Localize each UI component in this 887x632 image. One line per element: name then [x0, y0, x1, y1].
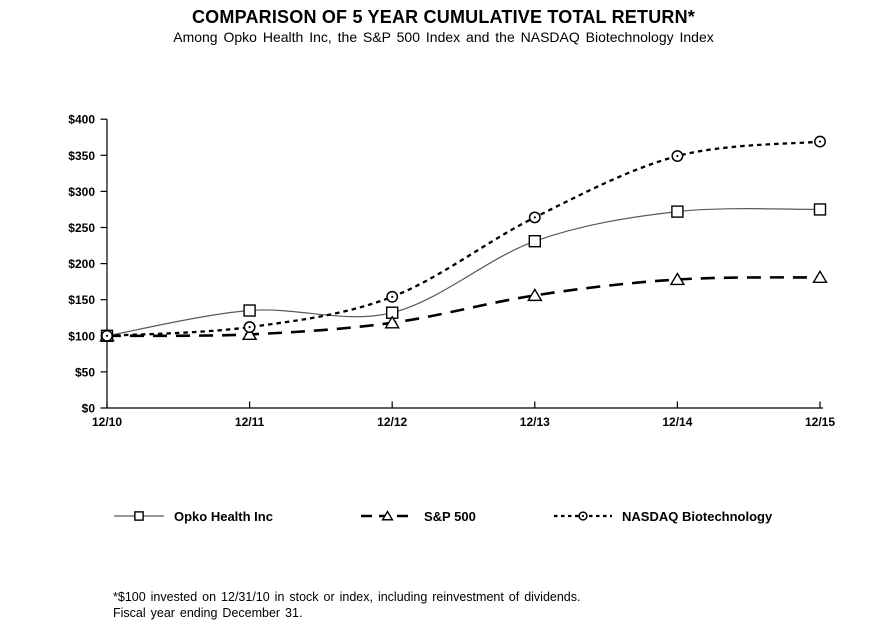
y-tick-label: $150 — [68, 293, 95, 307]
legend-item-nasdaq-biotech: NASDAQ Biotechnology — [553, 503, 772, 529]
legend-sample-solid-square-icon — [114, 511, 164, 521]
y-tick-label: $400 — [68, 113, 95, 127]
triangle-marker-icon — [812, 269, 828, 284]
legend-item-sp500: S&P 500 — [360, 503, 476, 529]
triangle-marker-icon — [669, 272, 686, 286]
series-nasdaq-biotechnology — [101, 135, 826, 342]
square-marker-icon — [528, 235, 541, 248]
chart-footnote: *$100 invested on 12/31/10 in stock or i… — [113, 589, 580, 621]
footnote-line-1: *$100 invested on 12/31/10 in stock or i… — [113, 590, 581, 604]
x-tick-label: 12/12 — [377, 415, 407, 429]
chart-axes — [106, 119, 823, 409]
y-tick-label: $50 — [75, 365, 95, 379]
circle-marker-icon — [814, 135, 826, 148]
y-tick-label: $300 — [68, 185, 95, 199]
square-marker-icon — [671, 205, 684, 218]
circle-marker-icon — [386, 290, 399, 303]
circle-marker-icon — [243, 321, 256, 334]
legend-label-opko: Opko Health Inc — [174, 508, 273, 524]
y-tick-label: $350 — [68, 149, 95, 163]
legend-item-opko: Opko Health Inc — [113, 503, 273, 529]
series-opko-health-inc — [100, 203, 827, 342]
series-line — [106, 140, 821, 337]
series-line — [106, 208, 821, 337]
chart-legend: Opko Health Inc S&P 500 NASDAQ Biotechno… — [0, 503, 887, 531]
y-tick-label: $250 — [68, 221, 95, 235]
x-tick-label: 12/11 — [235, 415, 265, 429]
series-line — [106, 276, 821, 338]
y-axis-ticks: $0 $50 $100 $150 $200 $250 $300 $350 $400 — [68, 113, 107, 416]
circle-marker-icon — [528, 211, 541, 224]
y-tick-label: $100 — [68, 329, 95, 343]
x-tick-label: 12/14 — [662, 415, 692, 429]
triangle-marker-icon — [384, 315, 400, 329]
legend-sample-dash-triangle-icon — [361, 510, 414, 521]
legend-label-sp500: S&P 500 — [424, 508, 476, 524]
circle-marker-icon — [101, 329, 113, 342]
legend-label-nasdaq-biotech: NASDAQ Biotechnology — [622, 508, 773, 524]
square-marker-icon — [813, 203, 827, 216]
y-tick-label: $0 — [82, 402, 96, 416]
y-tick-label: $200 — [68, 257, 95, 271]
legend-sample-dot-circle-icon — [554, 511, 612, 521]
x-tick-label: 12/10 — [92, 415, 122, 429]
footnote-line-2: Fiscal year ending December 31. — [113, 606, 303, 620]
chart-subtitle: Among Opko Health Inc, the S&P 500 Index… — [173, 29, 714, 45]
triangle-marker-icon — [527, 287, 543, 302]
x-axis-ticks: 12/10 12/11 12/12 12/13 12/14 12/15 — [92, 401, 835, 429]
circle-marker-icon — [671, 150, 684, 162]
square-marker-icon — [243, 304, 256, 317]
triangle-marker-icon — [241, 326, 258, 341]
x-tick-label: 12/15 — [805, 415, 835, 429]
x-tick-label: 12/13 — [520, 415, 550, 429]
chart-title: COMPARISON OF 5 YEAR CUMULATIVE TOTAL RE… — [191, 7, 696, 27]
